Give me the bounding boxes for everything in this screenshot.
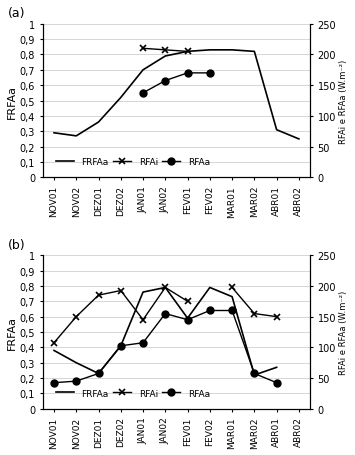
Text: (b): (b)	[8, 238, 26, 251]
RFAa	[208, 71, 212, 76]
FRFAa	[274, 365, 279, 370]
FRFAa	[185, 50, 190, 55]
FRFAa	[230, 294, 234, 300]
Line: FRFAa: FRFAa	[54, 288, 277, 375]
RFAa	[252, 371, 256, 376]
RFAi	[52, 340, 56, 346]
RFAa	[274, 380, 279, 385]
Y-axis label: FRFAa: FRFAa	[7, 315, 17, 349]
FRFAa	[52, 131, 56, 136]
RFAa	[141, 340, 145, 346]
RFAa	[119, 344, 123, 349]
FRFAa	[185, 316, 190, 321]
RFAi	[230, 285, 234, 291]
RFAi	[97, 293, 101, 298]
RFAi	[185, 299, 190, 304]
Y-axis label: RFAi e RFAa (W.m⁻²): RFAi e RFAa (W.m⁻²)	[339, 290, 348, 374]
FRFAa	[252, 50, 256, 55]
Text: (a): (a)	[8, 7, 26, 20]
Line: FRFAa: FRFAa	[54, 51, 299, 140]
FRFAa	[208, 48, 212, 53]
RFAi	[119, 288, 123, 293]
FRFAa	[97, 371, 101, 376]
Line: RFAi: RFAi	[50, 284, 280, 346]
Line: RFAi: RFAi	[140, 46, 191, 56]
Legend: FRFAa, RFAi, RFAa: FRFAa, RFAi, RFAa	[53, 385, 213, 401]
Line: RFAa: RFAa	[140, 70, 213, 97]
RFAa	[141, 91, 145, 96]
Line: RFAa: RFAa	[50, 307, 280, 386]
FRFAa	[119, 96, 123, 101]
RFAi	[163, 285, 168, 291]
RFAa	[74, 379, 78, 384]
FRFAa	[208, 285, 212, 291]
RFAi	[163, 48, 168, 53]
Y-axis label: FRFAa: FRFAa	[7, 84, 17, 118]
FRFAa	[97, 120, 101, 126]
RFAa	[52, 380, 56, 385]
Y-axis label: RFAi e RFAa (W.m⁻²): RFAi e RFAa (W.m⁻²)	[339, 59, 348, 143]
RFAa	[185, 317, 190, 323]
RFAa	[185, 71, 190, 76]
RFAa	[208, 308, 212, 313]
RFAa	[230, 308, 234, 313]
FRFAa	[119, 344, 123, 349]
FRFAa	[52, 348, 56, 354]
FRFAa	[252, 373, 256, 378]
RFAi	[274, 314, 279, 320]
FRFAa	[163, 285, 168, 291]
RFAa	[97, 371, 101, 376]
FRFAa	[274, 128, 279, 133]
FRFAa	[141, 290, 145, 295]
FRFAa	[141, 68, 145, 73]
RFAa	[163, 311, 168, 317]
RFAa	[163, 79, 168, 84]
RFAi	[141, 46, 145, 52]
FRFAa	[230, 48, 234, 53]
RFAi	[74, 314, 78, 320]
FRFAa	[74, 134, 78, 139]
RFAi	[141, 317, 145, 323]
RFAi	[252, 311, 256, 317]
FRFAa	[74, 360, 78, 366]
FRFAa	[297, 137, 301, 142]
Legend: FRFAa, RFAi, RFAa: FRFAa, RFAi, RFAa	[53, 154, 213, 170]
FRFAa	[163, 54, 168, 60]
RFAi	[185, 50, 190, 55]
